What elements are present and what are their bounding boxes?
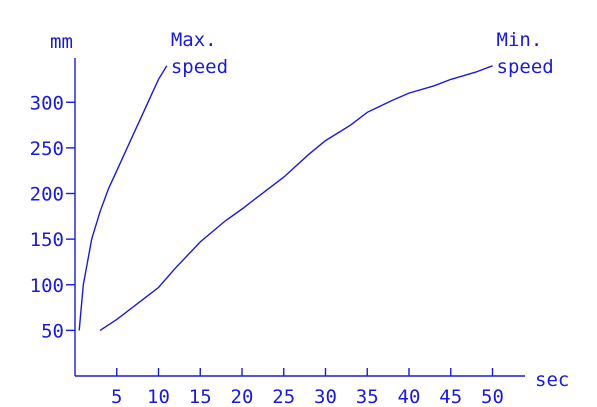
x-axis-label: sec — [535, 369, 569, 391]
x-tick-label-40: 40 — [398, 386, 421, 407]
y-tick-label-200: 200 — [30, 184, 64, 206]
speed-curves — [78, 65, 493, 331]
x-tick-label-25: 25 — [272, 386, 295, 407]
y-tick-label-150: 150 — [30, 229, 64, 251]
y-tick-label-250: 250 — [30, 138, 64, 160]
x-tick-label-15: 15 — [189, 386, 212, 407]
x-tick-label-45: 45 — [439, 386, 462, 407]
y-tick-label-50: 50 — [41, 320, 64, 342]
x-tick-label-50: 50 — [481, 386, 504, 407]
y-tick-label-100: 100 — [30, 275, 64, 297]
x-tick-label-5: 5 — [111, 386, 122, 407]
x-axis-ticks: 5 10 15 20 25 30 35 40 45 50 — [111, 368, 504, 407]
series-labels: Max. speed Min. speed — [171, 29, 554, 78]
y-tick-label-300: 300 — [30, 92, 64, 114]
x-tick-label-20: 20 — [231, 386, 254, 407]
y-axis-ticks: 50 100 150 200 250 300 — [30, 92, 75, 342]
series-line-max-speed — [78, 65, 168, 331]
series-label-max-speed-line-2: speed — [171, 56, 228, 78]
series-label-min-speed-line-2: speed — [497, 56, 554, 78]
x-tick-label-10: 10 — [147, 386, 170, 407]
y-axis-label: mm — [50, 31, 73, 53]
x-tick-label-30: 30 — [314, 386, 337, 407]
x-tick-label-35: 35 — [356, 386, 379, 407]
series-label-max-speed-line-1: Max. — [171, 29, 217, 51]
series-label-min-speed-line-1: Min. — [497, 29, 543, 51]
series-line-min-speed — [99, 65, 493, 331]
